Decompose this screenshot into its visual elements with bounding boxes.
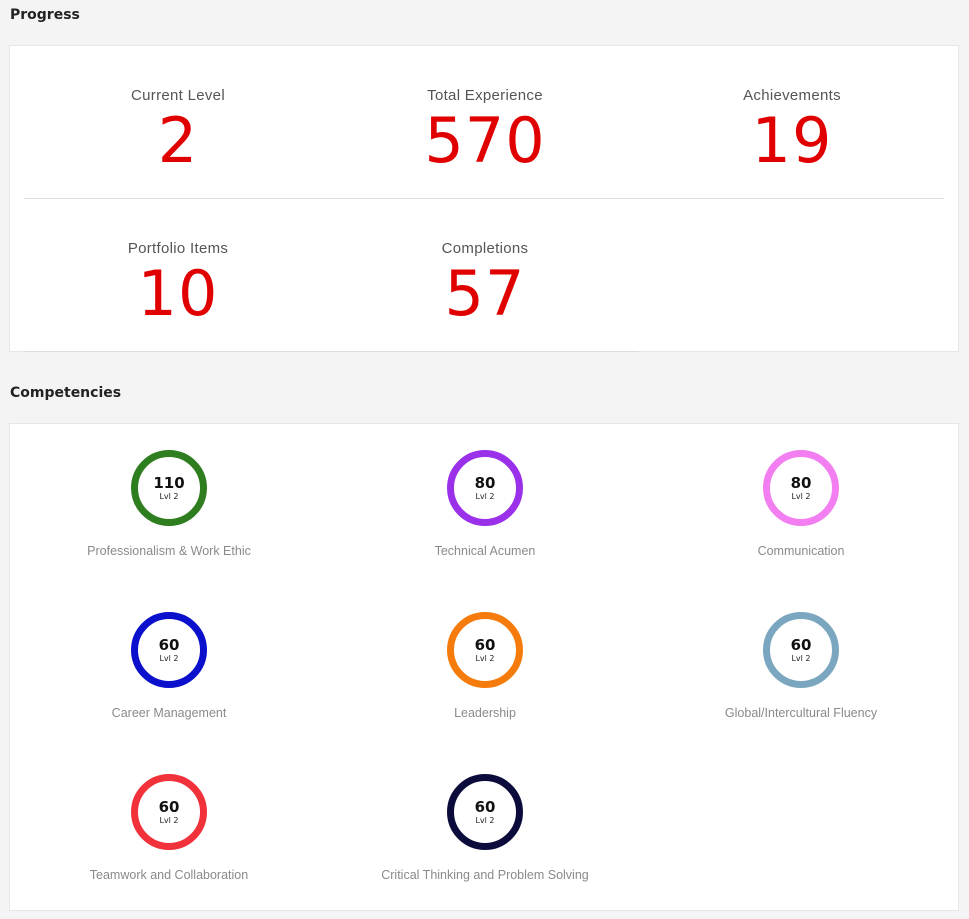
competency-score: 60 <box>158 797 180 816</box>
competency-score: 110 <box>153 473 185 492</box>
competencies-section-title: Competencies <box>10 385 122 401</box>
progress-card: Current Level 2 Total Experience 570 Ach… <box>9 45 959 352</box>
competency-item[interactable]: 110 Lvl 2 Professionalism & Work Ethic <box>14 450 324 558</box>
stat-label: Total Experience <box>427 87 543 104</box>
competency-ring: 60 Lvl 2 <box>131 774 207 850</box>
competency-level: Lvl 2 <box>159 653 179 663</box>
stat-current-level: Current Level 2 <box>28 87 328 172</box>
competency-level: Lvl 2 <box>791 653 811 663</box>
competency-score: 60 <box>474 635 496 654</box>
stat-value: 19 <box>751 104 833 177</box>
competency-level: Lvl 2 <box>475 815 495 825</box>
competency-score: 80 <box>474 473 496 492</box>
progress-section-title: Progress <box>10 7 80 23</box>
competency-name: Professionalism & Work Ethic <box>87 544 251 558</box>
competency-ring: 60 Lvl 2 <box>447 774 523 850</box>
stat-label: Achievements <box>743 87 841 104</box>
competency-item[interactable]: 60 Lvl 2 Critical Thinking and Problem S… <box>330 774 640 882</box>
competency-ring: 60 Lvl 2 <box>763 612 839 688</box>
bottom-divider <box>24 351 638 352</box>
competency-score: 60 <box>158 635 180 654</box>
competency-score: 60 <box>790 635 812 654</box>
competency-item[interactable]: 60 Lvl 2 Global/Intercultural Fluency <box>646 612 956 720</box>
competency-name: Global/Intercultural Fluency <box>724 706 878 720</box>
competency-item[interactable]: 60 Lvl 2 Teamwork and Collaboration <box>14 774 324 882</box>
competency-level: Lvl 2 <box>475 653 495 663</box>
stat-achievements: Achievements 19 <box>642 87 942 172</box>
competency-ring: 110 Lvl 2 <box>131 450 207 526</box>
stat-value: 57 <box>444 257 526 330</box>
competency-ring: 60 Lvl 2 <box>131 612 207 688</box>
stat-total-experience: Total Experience 570 <box>335 87 635 172</box>
competency-item[interactable]: 60 Lvl 2 Career Management <box>14 612 324 720</box>
competency-name: Teamwork and Collaboration <box>89 868 249 882</box>
competency-level: Lvl 2 <box>475 491 495 501</box>
stat-value: 2 <box>157 104 199 177</box>
competency-item[interactable]: 60 Lvl 2 Leadership <box>330 612 640 720</box>
stat-completions: Completions 57 <box>335 240 635 325</box>
stat-label: Completions <box>441 240 529 257</box>
competency-ring: 80 Lvl 2 <box>763 450 839 526</box>
competency-name: Communication <box>757 544 845 558</box>
competency-level: Lvl 2 <box>159 815 179 825</box>
competency-name: Critical Thinking and Problem Solving <box>381 868 589 882</box>
competency-ring: 80 Lvl 2 <box>447 450 523 526</box>
stat-label: Portfolio Items <box>127 240 229 257</box>
competency-name: Technical Acumen <box>434 544 536 558</box>
stat-value: 10 <box>137 257 219 330</box>
competency-item[interactable]: 80 Lvl 2 Technical Acumen <box>330 450 640 558</box>
competency-level: Lvl 2 <box>159 491 179 501</box>
competency-name: Career Management <box>111 706 227 720</box>
stat-label: Current Level <box>131 87 225 104</box>
competency-score: 80 <box>790 473 812 492</box>
competency-ring: 60 Lvl 2 <box>447 612 523 688</box>
competency-item[interactable]: 80 Lvl 2 Communication <box>646 450 956 558</box>
stat-value: 570 <box>424 104 546 177</box>
stat-portfolio-items: Portfolio Items 10 <box>28 240 328 325</box>
competencies-card: 110 Lvl 2 Professionalism & Work Ethic 8… <box>9 423 959 911</box>
row-divider <box>24 198 944 199</box>
competency-score: 60 <box>474 797 496 816</box>
competency-level: Lvl 2 <box>791 491 811 501</box>
competency-name: Leadership <box>454 706 516 720</box>
